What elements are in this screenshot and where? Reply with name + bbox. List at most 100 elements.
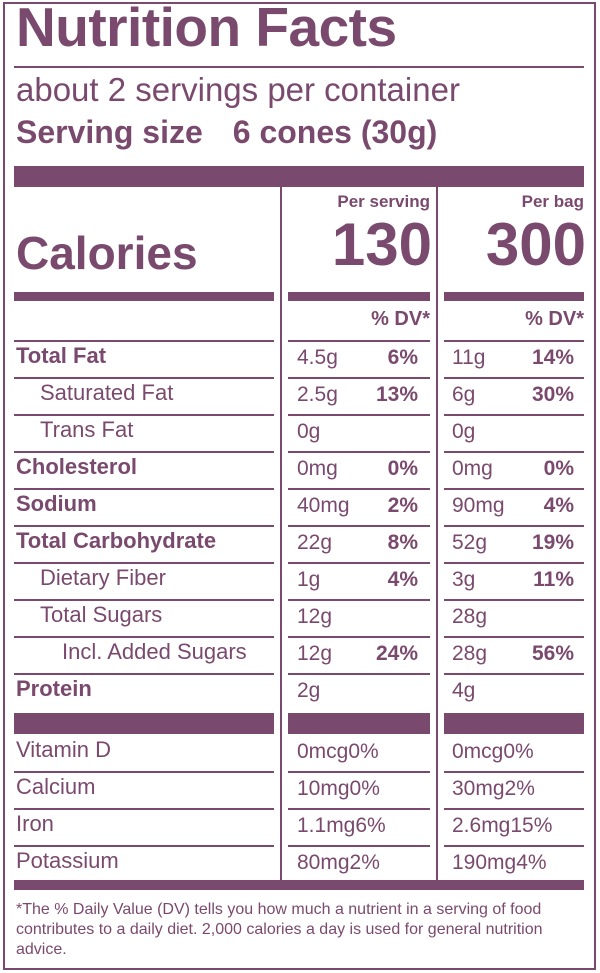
bag-amount: 4g [452, 679, 476, 702]
servings-per-container: about 2 servings per container [16, 71, 460, 108]
nutrient-name: Total Sugars [40, 602, 163, 627]
nutrient-name: Incl. Added Sugars [62, 639, 247, 664]
row-divider [14, 377, 274, 379]
row-divider [14, 673, 274, 675]
vitamin-name: Vitamin D [16, 737, 111, 762]
serving-divider-bar [14, 166, 584, 187]
serving-amount: 4.5g [297, 346, 338, 369]
row-divider [444, 340, 584, 342]
calories-label: Calories [16, 227, 198, 279]
row-divider [288, 599, 430, 601]
row-divider [14, 808, 274, 810]
bag-dv: 0% [543, 457, 574, 480]
row-divider [14, 636, 274, 638]
nutrient-name: Total Carbohydrate [16, 528, 217, 553]
row-divider [288, 562, 430, 564]
row-divider [14, 599, 274, 601]
vitamin-bag-value: 190mg4% [452, 851, 547, 874]
bag-dv: 30% [531, 383, 574, 406]
bag-amount: 0g [452, 420, 476, 443]
row-divider [444, 525, 584, 527]
row-divider [288, 845, 430, 847]
calories-per-bag: 300 [485, 211, 586, 278]
bag-amount: 52g [452, 531, 488, 554]
bag-dv: 11% [533, 568, 574, 591]
serving-dv: 8% [387, 531, 418, 554]
vitamin-bag-value: 30mg2% [452, 777, 535, 800]
column-separator-right [436, 187, 438, 880]
row-divider [288, 525, 430, 527]
row-divider [444, 845, 584, 847]
nutrient-name: Trans Fat [40, 417, 134, 442]
row-divider [288, 377, 430, 379]
nutrient-name: Saturated Fat [40, 380, 174, 405]
serving-amount: 2g [297, 679, 321, 702]
row-divider [444, 377, 584, 379]
bag-amount: 28g [452, 605, 488, 628]
serving-amount: 40mg [297, 494, 350, 517]
serving-size: Serving size 6 cones (30g) [16, 113, 437, 151]
calories-bar-left [14, 292, 274, 301]
nutrient-name: Total Fat [16, 343, 107, 368]
bag-amount: 90mg [452, 494, 505, 517]
per-serving-heading: Per serving [337, 192, 430, 211]
serving-amount: 12g [297, 605, 333, 628]
title-divider [14, 66, 584, 68]
serving-dv: 4% [387, 568, 418, 591]
calories-per-serving: 130 [331, 211, 432, 278]
vitamin-name: Calcium [16, 774, 96, 799]
bag-dv: 56% [531, 642, 574, 665]
serving-dv: 24% [375, 642, 418, 665]
nutrient-name: Cholesterol [16, 454, 138, 479]
row-divider [14, 562, 274, 564]
row-divider [288, 636, 430, 638]
bag-amount: 6g [452, 383, 476, 406]
row-divider [288, 451, 430, 453]
serving-amount: 0mg [297, 457, 338, 480]
vitamin-serving-value: 80mg2% [297, 851, 380, 874]
vitamin-bag-value: 0mcg0% [452, 740, 534, 763]
row-divider [444, 488, 584, 490]
row-divider [288, 673, 430, 675]
row-divider [14, 414, 274, 416]
serving-dv: 13% [375, 383, 418, 406]
row-divider [444, 414, 584, 416]
vitamin-serving-value: 0mcg0% [297, 740, 379, 763]
row-divider [14, 451, 274, 453]
row-divider [444, 562, 584, 564]
calories-bar-mid [288, 292, 430, 301]
row-divider [444, 451, 584, 453]
row-divider [444, 771, 584, 773]
row-divider [444, 808, 584, 810]
row-divider [288, 808, 430, 810]
row-divider [444, 636, 584, 638]
serving-amount: 22g [297, 531, 333, 554]
row-divider [14, 771, 274, 773]
row-divider [14, 340, 274, 342]
vitamin-bar-right [444, 713, 584, 734]
row-divider [288, 771, 430, 773]
row-divider [14, 488, 274, 490]
per-bag-heading: Per bag [521, 192, 584, 211]
vitamin-serving-value: 1.1mg6% [297, 814, 386, 837]
vitamin-name: Iron [16, 811, 54, 836]
row-divider [288, 488, 430, 490]
vitamin-bar-left [14, 713, 274, 734]
nutrient-name: Dietary Fiber [40, 565, 166, 590]
bag-amount: 0mg [452, 457, 493, 480]
nutrient-name: Sodium [16, 491, 97, 516]
bag-amount: 3g [452, 568, 476, 591]
row-divider [288, 414, 430, 416]
label-title: Nutrition Facts [16, 0, 397, 58]
vitamin-bag-value: 2.6mg15% [452, 814, 553, 837]
bag-dv: 19% [531, 531, 574, 554]
bag-dv: 4% [543, 494, 574, 517]
row-divider [288, 340, 430, 342]
serving-size-value: 6 cones (30g) [232, 114, 438, 150]
nutrition-label-border [3, 2, 596, 970]
serving-amount: 12g [297, 642, 333, 665]
bag-amount: 28g [452, 642, 488, 665]
serving-dv: 2% [387, 494, 418, 517]
serving-dv: 0% [387, 457, 418, 480]
row-divider [14, 845, 274, 847]
